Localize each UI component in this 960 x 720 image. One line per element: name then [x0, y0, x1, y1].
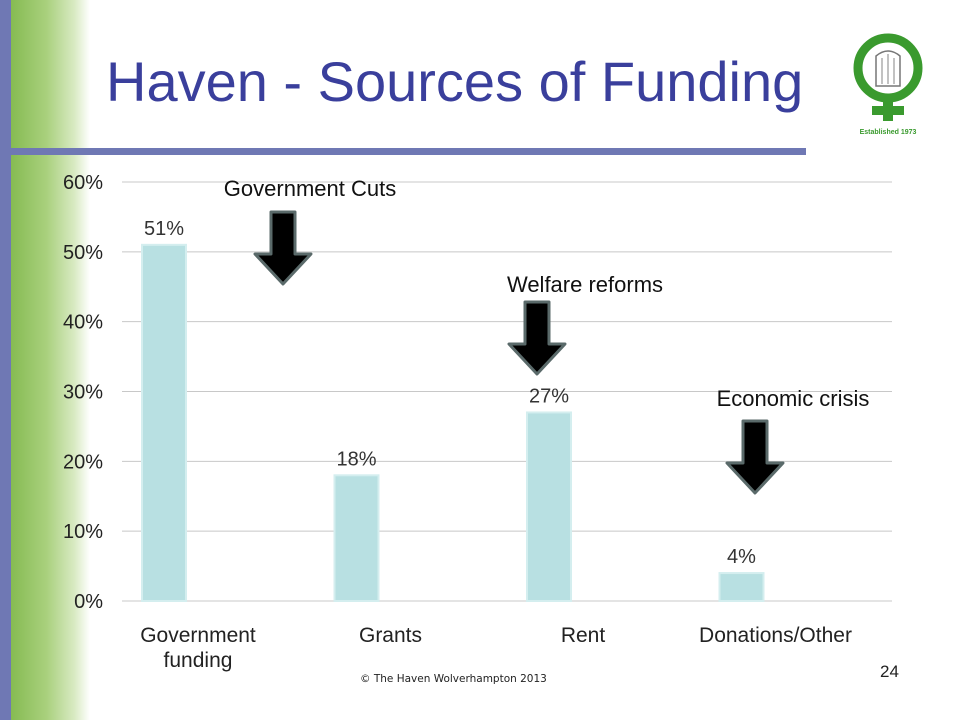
slide-number: 24 [880, 662, 899, 681]
annotation-label: Welfare reforms [507, 272, 663, 297]
x-tick-label: Rent [561, 624, 606, 647]
bar-rent [526, 411, 572, 603]
data-label: 18% [336, 448, 376, 470]
data-label: 51% [144, 218, 184, 240]
data-label: 27% [529, 385, 569, 407]
y-tick-label: 30% [63, 382, 103, 404]
bars [141, 243, 765, 603]
y-tick-label: 40% [63, 312, 103, 334]
logo-established-text: Established 1973 [860, 129, 917, 136]
y-tick-label: 0% [74, 591, 103, 613]
y-tick-label: 60% [63, 172, 103, 194]
y-tick-label: 50% [63, 242, 103, 264]
down-arrow-icon [725, 419, 785, 495]
annotation-label: Economic crisis [717, 386, 870, 411]
x-tick-label: Government funding [140, 624, 256, 672]
x-tick-label: Grants [359, 624, 422, 647]
x-tick-label: Donations/Other [699, 624, 852, 647]
y-tick-label: 10% [63, 521, 103, 543]
y-tick-label: 20% [63, 451, 103, 473]
bar-donations-other [718, 572, 765, 602]
y-axis-ticks: 0% 10% 20% 30% 40% 50% 60% [63, 172, 103, 613]
female-symbol-logo-icon: Established 1973 [853, 33, 923, 136]
left-green-gradient [11, 0, 90, 720]
bar-government-funding [141, 243, 187, 602]
copyright-notice: © The Haven Wolverhampton 2013 [360, 673, 547, 685]
slide-title: Haven - Sources of Funding [106, 50, 804, 113]
annotation-label: Government Cuts [224, 176, 396, 201]
down-arrow-icon [253, 210, 313, 286]
left-accent-bar [0, 0, 11, 720]
annotations: Government Cuts Welfare reforms Economic c… [224, 176, 870, 495]
bar-grants [333, 474, 380, 602]
down-arrow-icon [507, 300, 567, 376]
data-labels: 51% 18% 27% 4% [144, 218, 756, 568]
x-axis-ticks: Government funding Grants Rent Donations/Oth… [140, 624, 852, 672]
data-label: 4% [727, 546, 756, 568]
title-underline [11, 148, 806, 155]
